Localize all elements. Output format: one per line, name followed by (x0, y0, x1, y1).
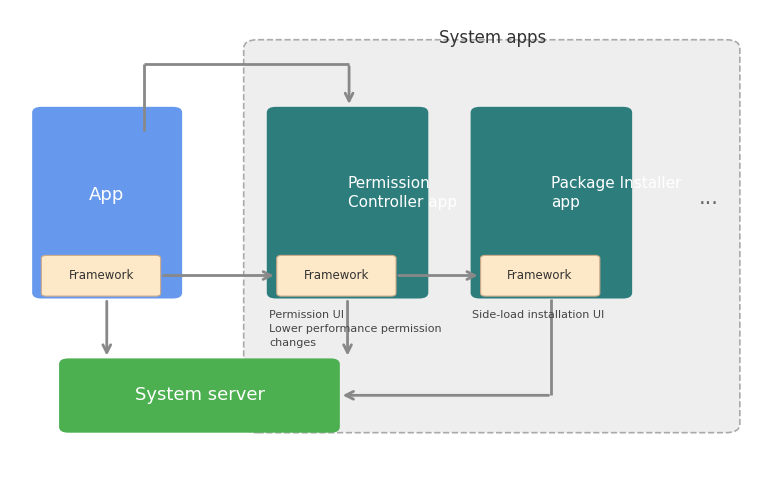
Text: ...: ... (699, 188, 719, 208)
Text: Side-load installation UI: Side-load installation UI (472, 310, 604, 321)
FancyBboxPatch shape (59, 359, 340, 433)
FancyBboxPatch shape (277, 255, 396, 296)
FancyBboxPatch shape (42, 255, 161, 296)
FancyBboxPatch shape (471, 107, 632, 298)
Text: Framework: Framework (304, 269, 370, 282)
Text: Framework: Framework (69, 269, 134, 282)
FancyArrowPatch shape (344, 301, 351, 352)
FancyArrowPatch shape (164, 272, 271, 280)
FancyArrowPatch shape (103, 301, 110, 352)
Text: Package Installer
app: Package Installer app (551, 175, 682, 211)
Text: System server: System server (135, 386, 265, 404)
FancyBboxPatch shape (481, 255, 600, 296)
FancyArrowPatch shape (399, 272, 475, 280)
Text: App: App (89, 187, 124, 204)
FancyBboxPatch shape (32, 107, 182, 298)
Text: System apps: System apps (438, 29, 546, 47)
FancyArrowPatch shape (345, 67, 353, 101)
Text: Framework: Framework (507, 269, 573, 282)
Text: Permission UI
Lower performance permission
changes: Permission UI Lower performance permissi… (269, 310, 442, 348)
FancyArrowPatch shape (346, 391, 549, 399)
FancyBboxPatch shape (267, 107, 428, 298)
Text: Permission
Controller app: Permission Controller app (347, 175, 457, 211)
FancyBboxPatch shape (244, 40, 740, 433)
